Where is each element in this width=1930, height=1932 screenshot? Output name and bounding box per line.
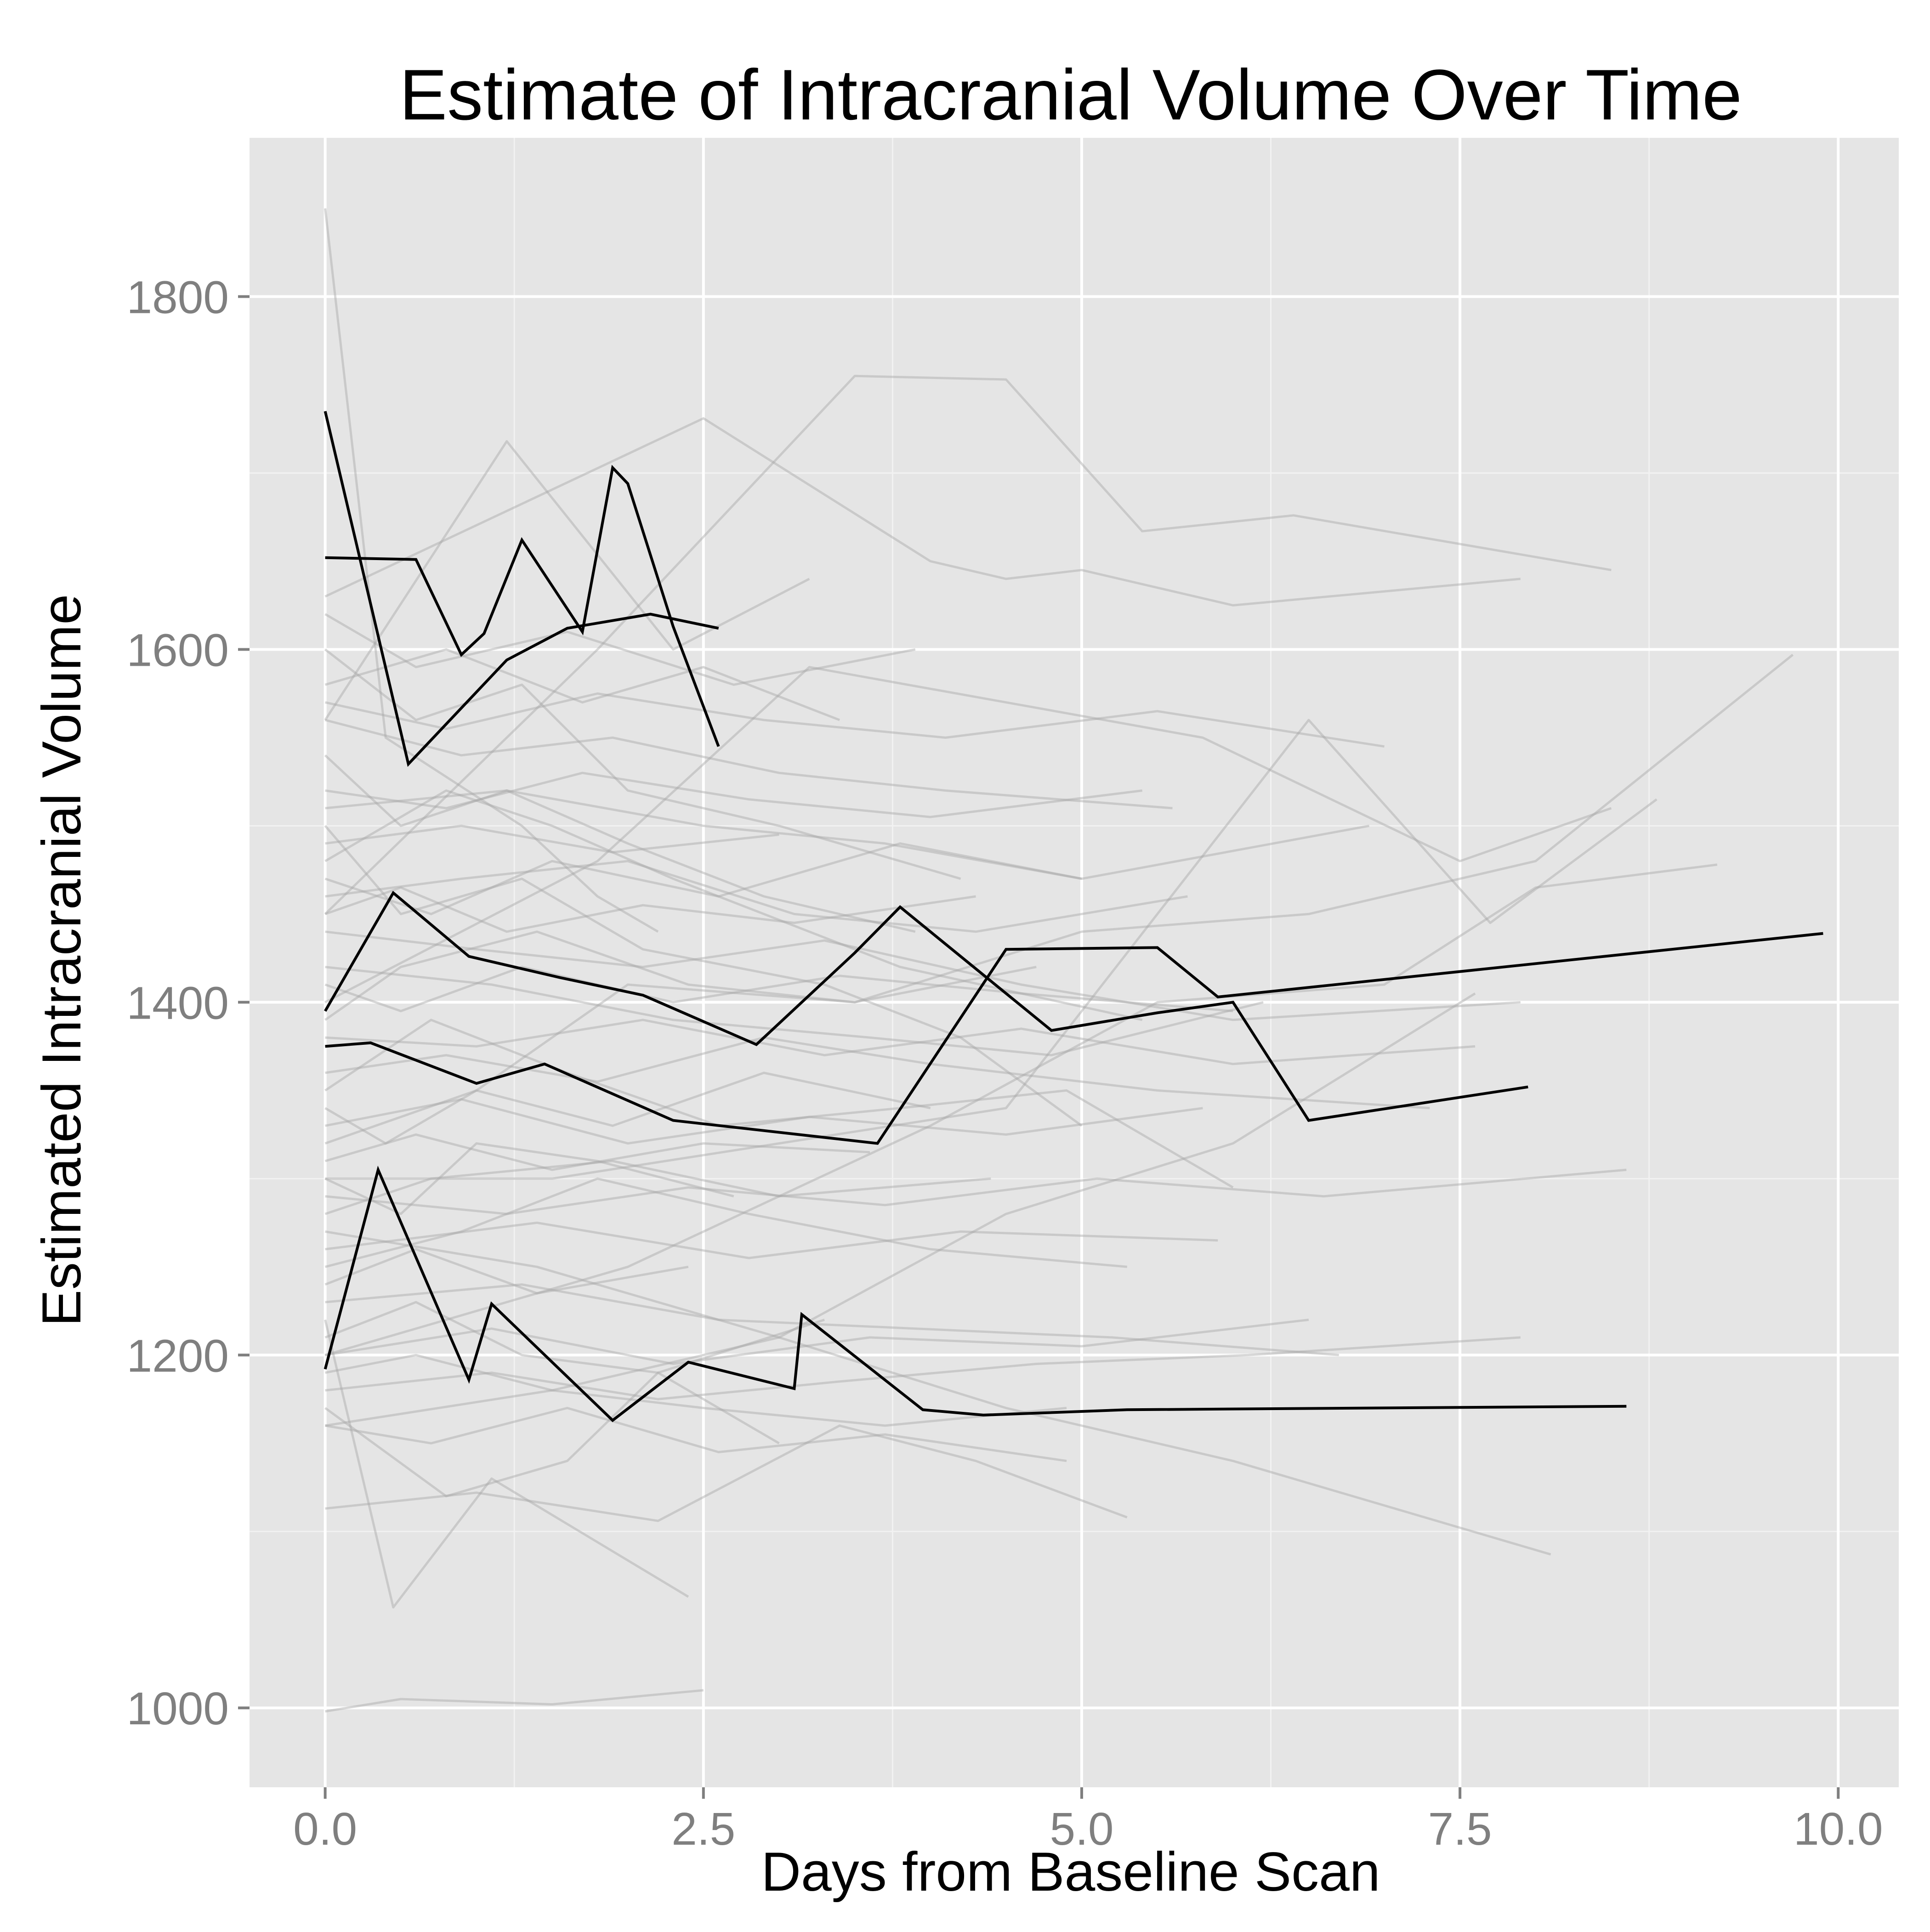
background-subject-line-9 — [324, 863, 1718, 1356]
background-subject-line-11 — [325, 992, 1476, 1427]
background-subject-line-1 — [325, 1689, 704, 1713]
background-subject-line-15 — [324, 789, 1143, 1021]
y-tick-label: 1400 — [127, 977, 229, 1029]
y-tick-label: 1800 — [127, 272, 229, 323]
highlighted-subject-lines — [324, 411, 1823, 1422]
background-subject-line-36 — [325, 1336, 1521, 1400]
y-tick-label: 1600 — [127, 624, 229, 676]
background-subject-line-13 — [325, 1424, 1128, 1522]
highlighted-subject-line-4 — [325, 932, 1823, 1145]
highlighted-subject-line-1 — [324, 411, 719, 767]
x-tick-label: 2.5 — [671, 1803, 735, 1855]
background-subject-line-47 — [324, 886, 976, 933]
minor-gridlines — [250, 138, 1899, 1787]
background-subject-line-27 — [324, 1071, 931, 1145]
background-subject-line-43 — [325, 1019, 1476, 1065]
background-subject-line-30 — [324, 1301, 825, 1374]
x-axis-title: Days from Baseline Scan — [761, 1841, 1380, 1903]
x-tick-label: 5.0 — [1050, 1803, 1113, 1855]
x-tick-label: 10.0 — [1794, 1803, 1883, 1855]
background-subject-line-14 — [325, 1230, 1551, 1556]
background-subject-line-41 — [325, 771, 1143, 818]
background-subject-line-46 — [325, 1168, 1627, 1215]
background-subject-line-26 — [325, 1283, 1339, 1356]
background-subject-line-24 — [325, 860, 1188, 933]
background-subject-line-39 — [324, 966, 1233, 1013]
background-subject-line-7 — [324, 666, 1612, 1003]
background-subject-line-28 — [325, 789, 1370, 880]
highlighted-subject-line-5 — [324, 1165, 1627, 1422]
background-subject-line-4 — [324, 374, 1612, 915]
background-subject-line-40 — [325, 1221, 1218, 1259]
background-subject-line-20 — [324, 754, 916, 933]
highlighted-subject-line-2 — [325, 465, 720, 747]
background-subject-line-45 — [325, 824, 779, 854]
background-subject-line-2 — [324, 208, 659, 933]
background-subject-line-12 — [324, 1371, 780, 1497]
background-subject-line-50 — [325, 1319, 1309, 1365]
background-subject-line-31 — [324, 719, 1173, 810]
background-subject-line-25 — [324, 1160, 991, 1215]
background-subject-lines — [324, 208, 1794, 1713]
background-subject-line-22 — [325, 1354, 1067, 1427]
background-subject-line-33 — [324, 1142, 734, 1215]
background-subject-line-5 — [324, 440, 810, 721]
background-subject-line-48 — [325, 692, 1385, 748]
background-subject-line-8 — [325, 719, 1658, 1180]
background-subject-line-49 — [324, 1133, 870, 1171]
y-axis: 1000 1200 1400 1600 1800 — [127, 272, 250, 1734]
x-tick-label: 0.0 — [293, 1803, 357, 1855]
background-subject-line-37 — [324, 613, 916, 686]
y-tick-label: 1000 — [127, 1683, 229, 1734]
background-subject-line-38 — [325, 1098, 1203, 1145]
x-tick-label: 7.5 — [1428, 1803, 1492, 1855]
x-axis: 0.0 2.5 5.0 7.5 10.0 — [293, 1787, 1883, 1855]
y-axis-title: Estimated Intracranial Volume — [31, 594, 92, 1326]
background-subject-line-18 — [324, 1177, 1127, 1268]
background-subject-line-17 — [324, 825, 1083, 1127]
plot-panel — [250, 138, 1899, 1787]
background-subject-line-32 — [325, 930, 1521, 1021]
background-subject-line-3 — [324, 1319, 689, 1609]
background-subject-line-10 — [324, 654, 1794, 1144]
background-subject-line-42 — [324, 1248, 689, 1295]
background-subject-line-29 — [324, 930, 1037, 1021]
background-subject-line-16 — [324, 648, 961, 880]
background-subject-line-23 — [324, 648, 840, 721]
background-subject-line-6 — [324, 417, 1521, 606]
major-gridlines — [250, 138, 1899, 1787]
highlighted-subject-line-3 — [324, 890, 1528, 1122]
chart-title: Estimate of Intracranial Volume Over Tim… — [399, 55, 1742, 135]
background-subject-line-44 — [325, 1407, 1067, 1462]
y-tick-label: 1200 — [127, 1330, 229, 1382]
